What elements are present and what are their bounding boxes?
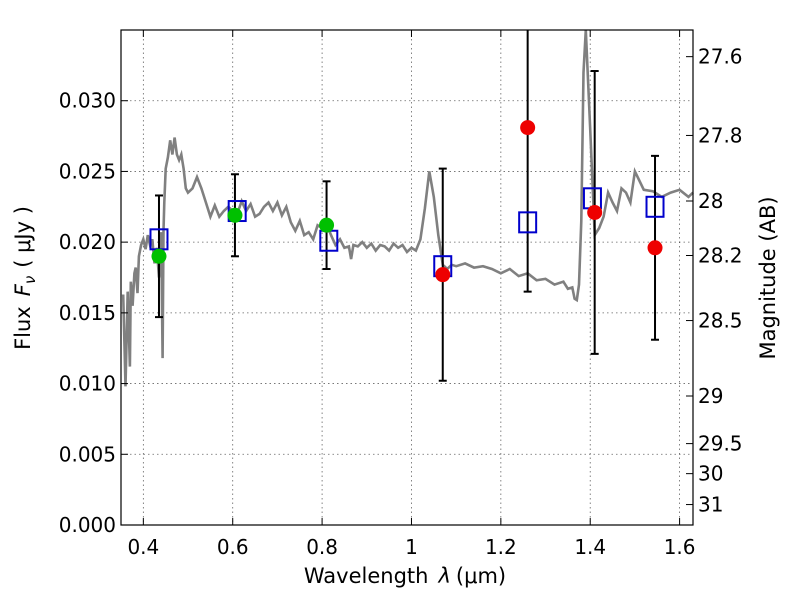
y-tick-label: 0.005 bbox=[59, 442, 116, 466]
observed-point bbox=[435, 267, 451, 283]
magnitude-tick-label: 29 bbox=[698, 384, 723, 408]
magnitude-tick-label: 31 bbox=[698, 493, 723, 517]
magnitude-tick-label: 29.5 bbox=[698, 432, 743, 456]
x-tick-label: 1.6 bbox=[664, 535, 696, 559]
spectrum-layer bbox=[121, 29, 694, 387]
axis-ticks: 0.4 0.6 0.8 1 1.2 1.4 1.6 0.000 0.005 0.010 0.015 0… bbox=[59, 30, 743, 559]
y-tick-label: 0.020 bbox=[59, 230, 116, 254]
magnitude-tick-label: 28 bbox=[698, 189, 723, 213]
model-point bbox=[518, 211, 538, 234]
grid-lines bbox=[121, 30, 693, 525]
plot-frame bbox=[120, 29, 694, 526]
y-tick-label: 0.000 bbox=[59, 513, 116, 537]
observed-point bbox=[520, 120, 536, 136]
x-tick-label: 0.4 bbox=[127, 535, 159, 559]
observed-photometry-markers bbox=[151, 120, 663, 283]
model-photometry-markers bbox=[149, 187, 665, 278]
magnitude-tick-label: 30 bbox=[698, 462, 723, 486]
observed-point bbox=[151, 248, 167, 264]
y-tick-label: 0.030 bbox=[59, 89, 116, 113]
magnitude-tick-label: 27.6 bbox=[698, 45, 743, 69]
y-axis-label: FluxFν( μJy ) bbox=[11, 206, 39, 350]
x-tick-label: 0.8 bbox=[306, 535, 338, 559]
magnitude-axis-label: Magnitude (AB) bbox=[756, 196, 780, 359]
x-axis-label: Wavelength λ (μm) bbox=[304, 564, 506, 588]
y-tick-label: 0.025 bbox=[59, 159, 116, 183]
observed-point bbox=[227, 207, 243, 223]
magnitude-tick-label: 28.2 bbox=[698, 243, 743, 267]
y-tick-label: 0.010 bbox=[59, 372, 116, 396]
observed-point bbox=[319, 217, 335, 233]
magnitude-tick-label: 27.8 bbox=[698, 123, 743, 147]
y-tick-label: 0.015 bbox=[59, 301, 116, 325]
x-tick-label: 0.6 bbox=[217, 535, 249, 559]
model-point bbox=[645, 195, 665, 218]
x-tick-label: 1.2 bbox=[485, 535, 517, 559]
spectrum-line bbox=[121, 29, 694, 387]
x-tick-label: 1 bbox=[405, 535, 418, 559]
observed-point bbox=[647, 240, 663, 256]
x-tick-label: 1.4 bbox=[574, 535, 606, 559]
observed-point bbox=[587, 204, 603, 220]
magnitude-tick-label: 28.5 bbox=[698, 309, 743, 333]
